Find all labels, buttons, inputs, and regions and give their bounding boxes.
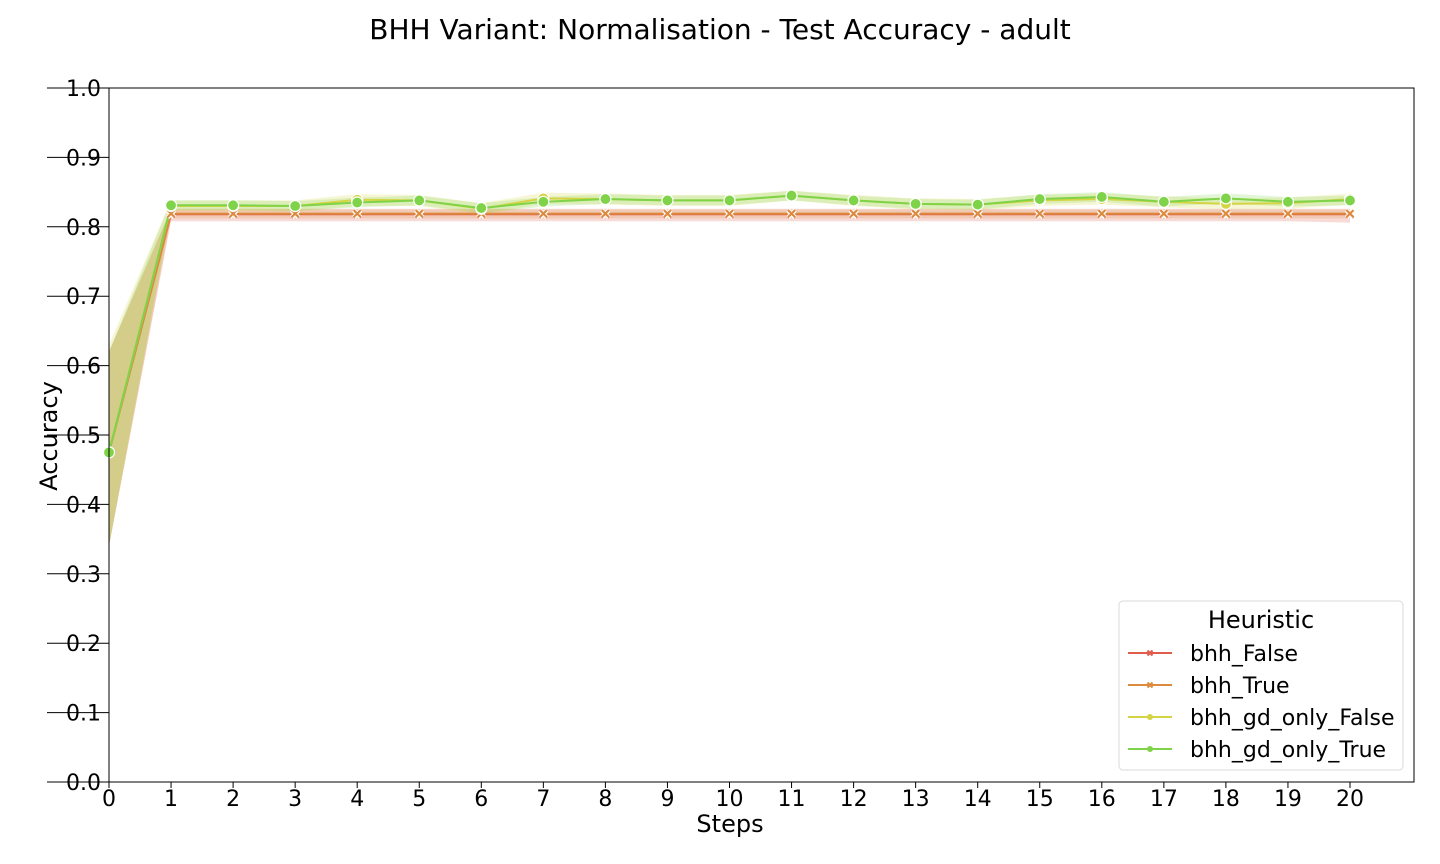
data-point (475, 201, 488, 215)
confidence-band (109, 190, 1350, 547)
data-point (537, 195, 550, 208)
x-tick-label: 5 (412, 787, 426, 812)
x-tick-label: 4 (350, 787, 364, 812)
legend-label: bhh_gd_only_False (1190, 706, 1395, 731)
x-tick-label: 14 (964, 787, 992, 812)
data-point (1283, 208, 1293, 219)
data-point (289, 199, 302, 213)
x-tick-label: 7 (536, 787, 550, 812)
data-point (971, 198, 984, 211)
data-point (1219, 192, 1233, 205)
data-point (352, 208, 363, 219)
data-point (785, 189, 798, 202)
legend-item: bhh_gd_only_True (1128, 738, 1386, 763)
data-point (538, 208, 549, 219)
data-point (1096, 208, 1107, 219)
data-point (351, 196, 364, 209)
legend-box (1118, 600, 1404, 771)
y-tick-label: 0.9 (66, 146, 101, 171)
confidence-band (109, 190, 1350, 547)
legend-label: bhh_gd_only_True (1190, 738, 1386, 763)
legend-label: bhh_False (1190, 642, 1298, 667)
x-tick-label: 13 (902, 787, 930, 812)
data-point (1034, 208, 1045, 219)
series-line (108, 213, 1350, 453)
y-tick-label: 0.6 (66, 355, 101, 380)
data-point (1220, 208, 1231, 219)
legend-item: bhh_False (1128, 642, 1298, 667)
y-tick-label: 0.2 (66, 632, 101, 657)
data-point (661, 194, 674, 207)
data-point (723, 194, 736, 207)
x-tick-label: 10 (716, 787, 744, 812)
data-point (724, 208, 735, 219)
data-point (414, 208, 425, 219)
x-tick-label: 20 (1336, 787, 1364, 812)
chart-title: BHH Variant: Normalisation - Test Accura… (369, 13, 1070, 46)
x-tick-label: 19 (1274, 787, 1302, 812)
legend-item: bhh_gd_only_False (1128, 706, 1395, 731)
x-tick-label: 11 (778, 787, 806, 812)
series-line (108, 194, 1351, 453)
y-tick-label: 0.0 (66, 771, 101, 796)
y-axis-label: Accuracy (35, 381, 63, 491)
data-point (1033, 192, 1046, 206)
y-tick-label: 1.0 (66, 77, 101, 102)
y-tick-label: 0.3 (66, 563, 101, 588)
y-tick-label: 0.7 (66, 285, 101, 310)
confidence-band (109, 209, 1350, 547)
y-tick-label: 0.4 (66, 493, 101, 518)
x-tick-label: 18 (1212, 787, 1240, 812)
series-line (108, 194, 1351, 453)
data-point (227, 199, 240, 212)
x-tick-label: 6 (474, 787, 488, 812)
legend-item: bhh_True (1128, 674, 1290, 699)
data-point (600, 208, 611, 219)
data-point (848, 208, 859, 219)
data-point (847, 194, 860, 207)
data-point (413, 194, 426, 207)
y-tick-label: 0.8 (66, 216, 101, 241)
legend-label: bhh_True (1190, 674, 1290, 699)
confidence-band (109, 208, 1350, 547)
legend-title: Heuristic (1208, 606, 1314, 634)
data-point (909, 197, 922, 210)
legend: Heuristic bhh_False bhh_True bhh_gd_only_F… (1118, 600, 1404, 771)
x-tick-label: 0 (102, 787, 116, 812)
data-point (1281, 195, 1295, 208)
y-axis: 0.0 0.1 0.2 0.3 0.4 0.5 0.6 0.7 0.8 0.9 1.0 (47, 77, 109, 796)
data-point (910, 208, 921, 219)
x-tick-label: 15 (1026, 787, 1054, 812)
confidence-bands (109, 190, 1350, 547)
x-axis-label: Steps (696, 810, 763, 838)
y-tick-label: 0.1 (66, 702, 101, 727)
data-point (1095, 190, 1108, 204)
x-tick-label: 12 (840, 787, 868, 812)
series-markers (102, 189, 1357, 459)
data-point (662, 208, 673, 219)
x-tick-label: 16 (1088, 787, 1116, 812)
data-point (164, 199, 178, 212)
series-line (108, 212, 1350, 453)
data-point (786, 208, 797, 219)
data-point (1157, 195, 1170, 208)
data-point (1158, 208, 1169, 219)
series-lines (108, 194, 1351, 453)
data-point (1345, 208, 1355, 219)
data-point (599, 192, 612, 206)
data-point (1343, 194, 1357, 207)
x-tick-label: 2 (226, 787, 240, 812)
x-tick-label: 9 (660, 787, 674, 812)
x-tick-label: 1 (164, 787, 178, 812)
x-tick-label: 17 (1150, 787, 1178, 812)
x-tick-label: 3 (288, 787, 302, 812)
y-tick-label: 0.5 (66, 424, 101, 449)
x-tick-label: 8 (598, 787, 612, 812)
x-axis: 0 1 2 3 4 5 6 7 8 9 10 11 12 13 14 15 16 17 18 19 20 (102, 782, 1364, 812)
data-point (972, 208, 983, 219)
